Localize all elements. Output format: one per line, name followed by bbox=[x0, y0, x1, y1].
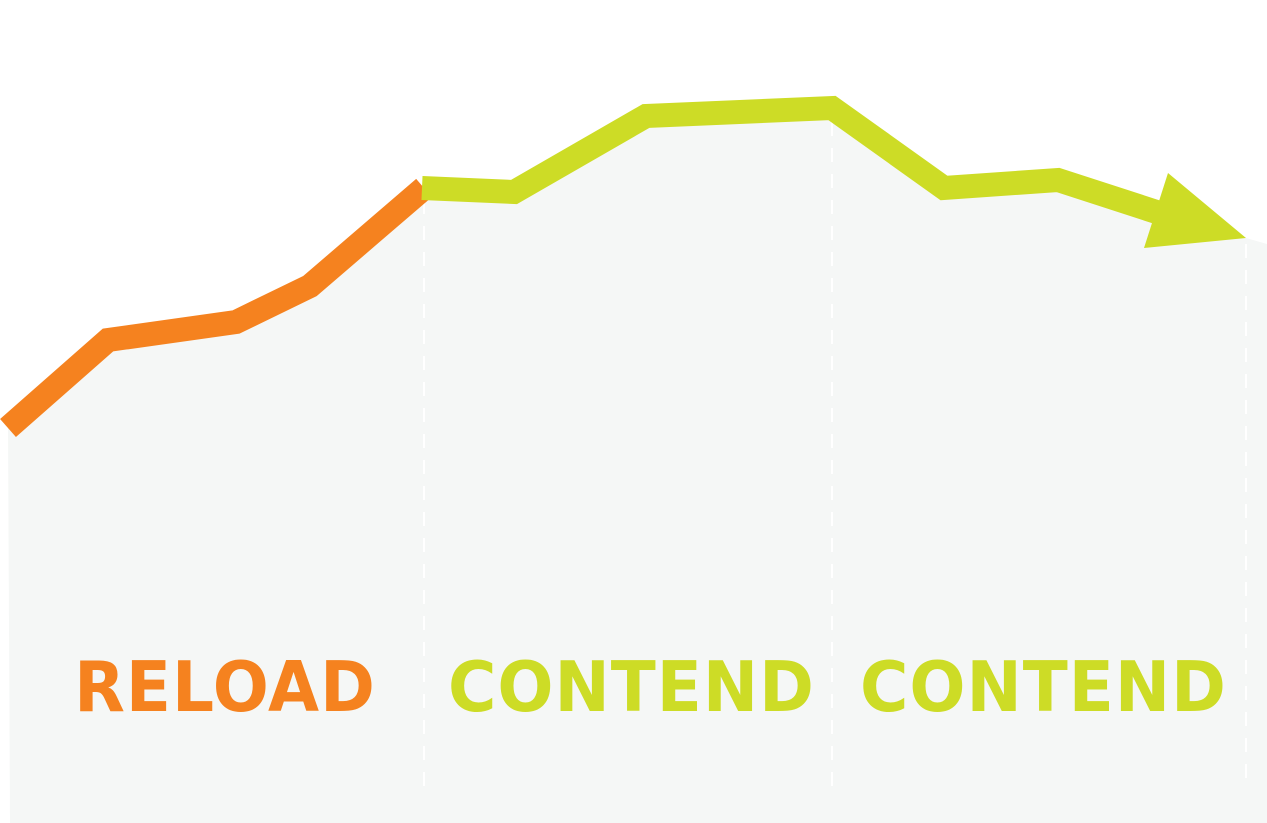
phase-label-reload: RELOAD bbox=[74, 647, 376, 728]
arrow-head-icon bbox=[1144, 173, 1246, 248]
phase-label-contend-2: CONTEND bbox=[860, 647, 1227, 728]
contend-trend-line bbox=[421, 95, 1176, 229]
phase-label-contend-1: CONTEND bbox=[448, 647, 815, 728]
reload-trend-line bbox=[0, 178, 432, 438]
